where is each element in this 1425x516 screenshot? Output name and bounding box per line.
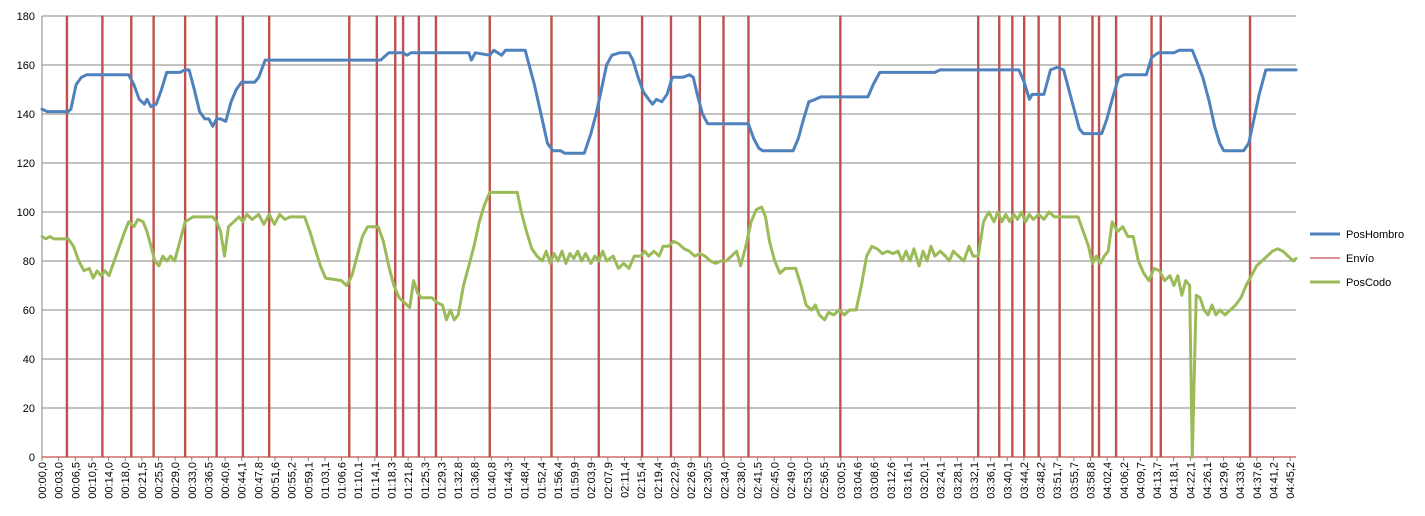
x-tick-label: 02:19,4 xyxy=(653,462,665,499)
x-tick-label: 01:32,8 xyxy=(453,462,465,499)
x-tick-label: 04:45,2 xyxy=(1285,462,1297,499)
x-tick-label: 00:21,5 xyxy=(137,462,149,499)
x-tick-label: 02:30,5 xyxy=(703,462,715,499)
x-tick-label: 04:29,6 xyxy=(1219,462,1231,499)
x-tick-label: 00:25,5 xyxy=(153,462,165,499)
y-axis: 0 20 40 60 80 100 120 140 160 180 xyxy=(17,11,43,464)
x-tick-label: 01:52,4 xyxy=(536,462,548,499)
x-tick-label: 01:03,1 xyxy=(320,462,332,499)
y-tick-label: 60 xyxy=(23,305,35,317)
x-tick-label: 00:59,1 xyxy=(303,462,315,499)
x-tick-label: 03:04,6 xyxy=(852,462,864,499)
x-tick-label: 04:18,1 xyxy=(1169,462,1181,499)
x-tick-label: 00:00,0 xyxy=(37,462,49,499)
x-tick-label: 02:22,9 xyxy=(669,462,681,499)
x-tick-label: 02:15,4 xyxy=(636,462,648,499)
x-tick-label: 00:40,6 xyxy=(220,462,232,499)
x-tick-label: 00:33,0 xyxy=(187,462,199,499)
legend-label: PosHombro xyxy=(1346,229,1404,241)
y-tick-label: 20 xyxy=(23,403,35,415)
x-tick-label: 03:51,7 xyxy=(1052,462,1064,499)
x-tick-label: 01:48,4 xyxy=(520,462,532,499)
y-tick-label: 100 xyxy=(17,207,35,219)
x-tick-label: 03:20,1 xyxy=(919,462,931,499)
x-tick-label: 01:06,6 xyxy=(337,462,349,499)
x-tick-label: 04:13,7 xyxy=(1152,462,1164,499)
x-tick-label: 04:37,6 xyxy=(1252,462,1264,499)
x-tick-label: 04:06,2 xyxy=(1119,462,1131,499)
x-axis: 00:00,0 00:03,0 00:06,5 00:10,5 00:14,0 00:18… xyxy=(37,456,1297,499)
x-tick-label: 04:09,7 xyxy=(1135,462,1147,499)
series-line-poshombro xyxy=(40,48,1298,155)
x-tick-label: 00:29,0 xyxy=(170,462,182,499)
y-tick-label: 180 xyxy=(17,11,35,23)
x-tick-label: 03:00,5 xyxy=(836,462,848,499)
y-tick-label: 140 xyxy=(17,109,35,121)
legend-label: Envío xyxy=(1346,253,1374,265)
x-tick-label: 03:32,1 xyxy=(969,462,981,499)
x-tick-label: 01:18,3 xyxy=(386,462,398,499)
x-tick-label: 00:44,1 xyxy=(237,462,249,499)
legend-label: PosCodo xyxy=(1346,277,1391,289)
x-tick-label: 04:33,6 xyxy=(1235,462,1247,499)
x-tick-label: 03:28,1 xyxy=(952,462,964,499)
x-tick-label: 01:21,8 xyxy=(403,462,415,499)
x-tick-label: 02:56,5 xyxy=(819,462,831,499)
series-line-envio xyxy=(42,15,1296,458)
x-tick-label: 03:44,2 xyxy=(1019,462,1031,499)
y-tick-label: 120 xyxy=(17,158,35,170)
x-tick-label: 02:03,9 xyxy=(586,462,598,499)
x-tick-label: 01:29,3 xyxy=(436,462,448,499)
y-tick-label: 160 xyxy=(17,60,35,72)
x-tick-label: 00:18,0 xyxy=(120,462,132,499)
x-tick-label: 00:47,8 xyxy=(253,462,265,499)
x-tick-label: 02:45,0 xyxy=(769,462,781,499)
x-tick-label: 02:53,0 xyxy=(803,462,815,499)
x-tick-label: 01:25,3 xyxy=(420,462,432,499)
x-tick-label: 03:36,1 xyxy=(986,462,998,499)
x-tick-label: 02:26,9 xyxy=(686,462,698,499)
x-tick-label: 00:06,5 xyxy=(70,462,82,499)
x-tick-label: 04:02,4 xyxy=(1102,462,1114,499)
x-tick-label: 03:12,6 xyxy=(886,462,898,499)
x-tick-label: 00:55,2 xyxy=(287,462,299,499)
y-tick-label: 80 xyxy=(23,256,35,268)
legend: PosHombro Envío PosCodo xyxy=(1310,229,1404,289)
x-tick-label: 01:10,1 xyxy=(353,462,365,499)
x-tick-label: 03:24,1 xyxy=(936,462,948,499)
x-tick-label: 04:22,1 xyxy=(1185,462,1197,499)
x-tick-label: 03:55,7 xyxy=(1069,462,1081,499)
x-tick-label: 02:11,4 xyxy=(619,462,631,498)
x-tick-label: 02:38,0 xyxy=(736,462,748,499)
x-tick-label: 01:59,9 xyxy=(570,462,582,499)
series-group xyxy=(40,15,1298,459)
x-tick-label: 03:16,1 xyxy=(902,462,914,499)
gridlines xyxy=(42,15,1296,458)
x-tick-label: 00:51,6 xyxy=(270,462,282,499)
x-tick-label: 01:36,8 xyxy=(470,462,482,499)
series-line-poscodo xyxy=(40,190,1298,459)
x-tick-label: 03:58,8 xyxy=(1085,462,1097,499)
x-tick-label: 04:41,2 xyxy=(1269,462,1281,499)
x-tick-label: 03:48,2 xyxy=(1036,462,1048,499)
y-tick-label: 40 xyxy=(23,354,35,366)
x-tick-label: 01:56,4 xyxy=(553,462,565,499)
x-tick-label: 00:03,0 xyxy=(54,462,66,499)
y-tick-label: 0 xyxy=(29,452,35,464)
x-tick-label: 02:07,9 xyxy=(603,462,615,499)
x-tick-label: 00:10,5 xyxy=(87,462,99,499)
x-tick-label: 01:44,3 xyxy=(503,462,515,499)
x-tick-label: 00:36,5 xyxy=(203,462,215,499)
x-tick-label: 01:14,1 xyxy=(370,462,382,499)
x-tick-label: 01:40,8 xyxy=(486,462,498,499)
x-tick-label: 00:14,0 xyxy=(104,462,116,499)
x-tick-label: 02:49,0 xyxy=(786,462,798,499)
x-tick-label: 02:41,5 xyxy=(753,462,765,499)
x-tick-label: 03:40,1 xyxy=(1002,462,1014,499)
x-tick-label: 02:34,0 xyxy=(719,462,731,499)
x-tick-label: 04:26,1 xyxy=(1202,462,1214,499)
x-tick-label: 03:08,6 xyxy=(869,462,881,499)
